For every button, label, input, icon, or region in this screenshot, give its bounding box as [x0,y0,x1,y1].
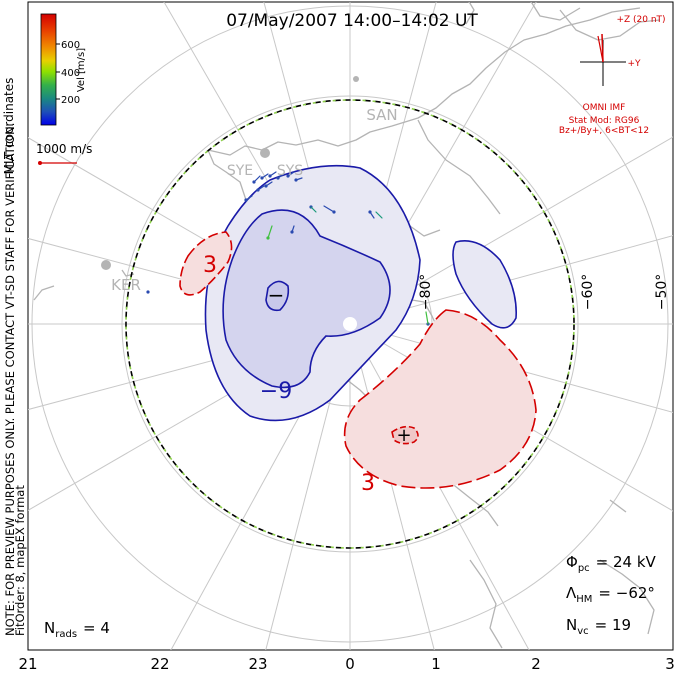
n-vc-symbol: N [566,616,577,634]
phi-pc-sub: pc [578,563,590,574]
positive-cell-core [391,425,419,445]
svg-text:ΛHM= −62°: ΛHM = −62° [566,584,655,605]
lat-label-60: −60° [580,274,596,311]
velocity-vectors [146,171,430,326]
imf-dial: +Z (20 nT) +Y OMNI IMF Stat Mod: RG96 Bz… [559,15,666,136]
n-rads-sub: rads [55,629,77,640]
reference-vector: 1000 m/s [36,142,92,165]
station-marker-sye [260,148,270,158]
velocity-colorbar: 600 400 200 Vel [m/s] [40,13,87,126]
colorbar-tick-400: 400 [61,68,80,79]
svg-text:Φpc= 24 kV: Φpc = 24 kV [566,553,657,574]
negative-cell-dawn [452,240,517,329]
lambda-hm-sub: HM [576,594,592,605]
svg-text:Nrads= 4: Nrads = 4 [44,619,110,640]
pole-marker [343,317,357,331]
coastlines [33,2,661,649]
lambda-hm-value: = −62° [598,584,655,602]
station-marker-san [353,76,359,82]
mlt-label-0: 0 [345,655,355,673]
lat-label-80: −80° [418,274,434,311]
station-label-sys: SYS [277,163,303,179]
mlt-label-21: 21 [18,655,37,673]
mlt-label-1: 1 [431,655,441,673]
lambda-hm-symbol: Λ [566,584,577,602]
n-vc-value: = 19 [595,616,631,634]
mlt-label-2: 2 [531,655,541,673]
phi-pc-symbol: Φ [566,553,578,571]
mlt-label-22: 22 [150,655,169,673]
colorbar-gradient [40,13,57,126]
imf-z-label: +Z (20 nT) [616,15,665,25]
hm-boundary-model [125,99,575,549]
colorbar-title: Vel [m/s] [76,48,87,92]
potential-max-marker: + [396,425,411,446]
n-rads-symbol: N [44,619,55,637]
n-rads-value: = 4 [83,619,110,637]
station-markers [101,76,359,270]
contour-label-dusk: 3 [203,253,217,278]
negative-cell-inner [222,209,391,389]
positive-cell [343,309,537,489]
svg-text:Nvc= 19: Nvc = 19 [566,616,631,637]
lat-label-50: −50° [654,274,670,311]
mlt-axis: 21 22 23 0 1 2 3 [18,655,674,673]
map-title: 07/May/2007 14:00–14:02 UT [226,11,478,31]
station-label-ker: KER [111,276,141,294]
coords-label: MLT coordinates [2,78,16,175]
stat-model: Stat Mod: RG96 [569,116,640,126]
fit-statistics: Φpc = 24 kV ΛHM = −62° Nvc = 19 Nrads = 4 [44,553,657,640]
station-marker-ker [101,260,111,270]
phi-pc-value: = 24 kV [596,553,657,571]
imf-vector [601,33,604,63]
contour-label-positive: 3 [361,471,375,496]
mlt-label-3: 3 [665,655,675,673]
station-label-san: SAN [366,106,397,124]
potential-min-marker: − [268,283,285,307]
fit-info: FitOrder: 8, mapEX format [13,485,27,636]
n-vc-sub: vc [577,626,588,637]
mlt-label-23: 23 [248,655,267,673]
imf-source: OMNI IMF [583,103,626,113]
colorbar-tick-600: 600 [61,40,80,51]
imf-y-label: +Y [627,59,641,69]
negative-cell-core [265,280,290,312]
contour-label-negative: −9 [260,379,292,404]
stat-model-bins: Bz+/By+, 6<BT<12 [559,126,649,136]
reference-vector-label: 1000 m/s [36,142,92,156]
positive-cell-dusk [179,231,233,296]
preview-note: NOTE: FOR PREVIEW PURPOSES ONLY. PLEASE … [3,123,17,636]
station-label-sye: SYE [227,163,253,179]
colorbar-tick-200: 200 [61,95,80,106]
